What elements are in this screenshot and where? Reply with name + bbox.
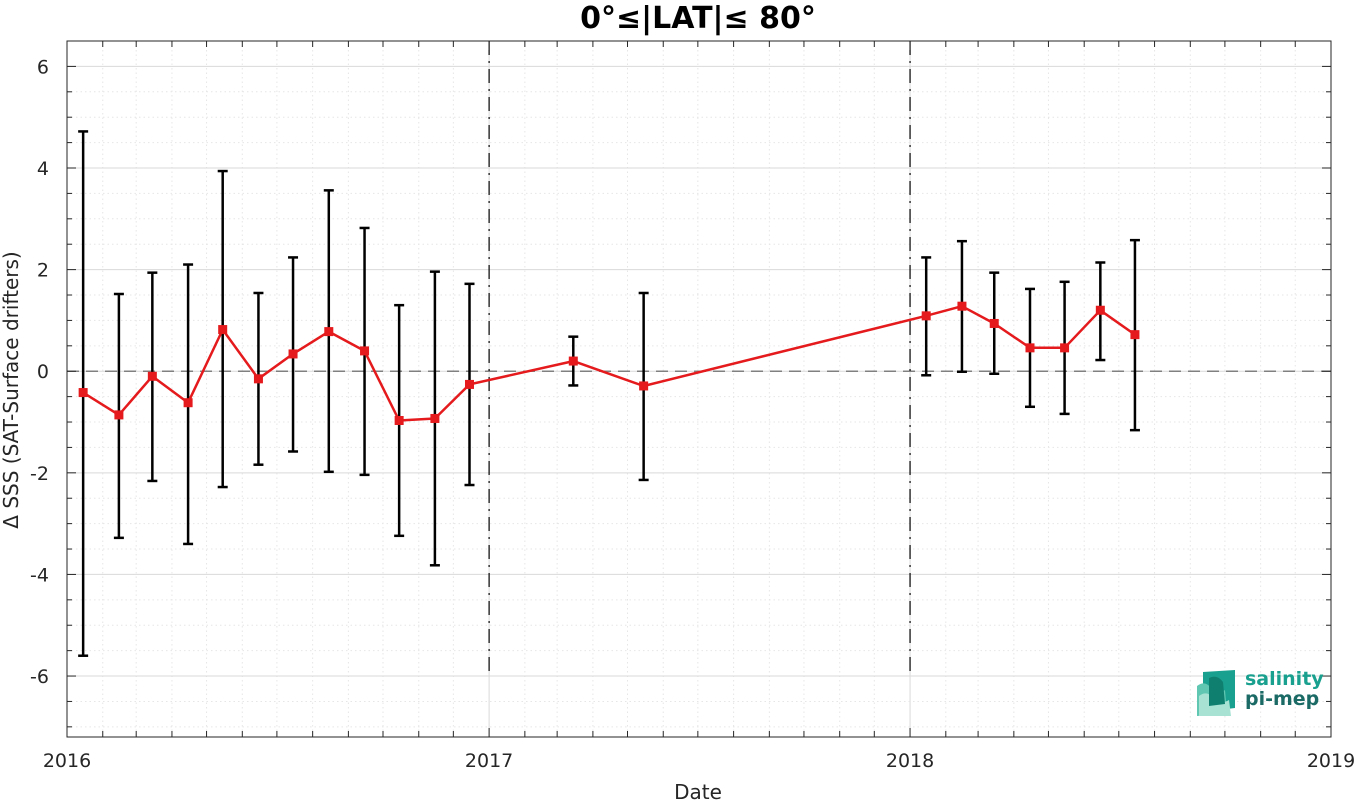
x-tick-label: 2016 — [43, 750, 91, 772]
data-point — [639, 381, 649, 391]
data-point — [989, 318, 999, 328]
data-point — [324, 327, 334, 337]
data-point — [957, 301, 967, 311]
y-tick-label: -6 — [30, 666, 49, 688]
data-line — [78, 301, 1140, 425]
x-axis-label: Date — [674, 780, 722, 801]
y-tick-label: 0 — [37, 361, 49, 383]
y-tick-label: -2 — [30, 463, 49, 485]
data-point — [253, 374, 263, 384]
x-tick-label: 2017 — [465, 750, 513, 772]
data-point — [1025, 343, 1035, 353]
data-point — [218, 325, 228, 335]
data-point — [147, 371, 157, 381]
y-tick-label: 4 — [37, 158, 49, 180]
data-point — [183, 398, 193, 408]
data-point — [78, 388, 88, 398]
plot-frame — [66, 40, 1332, 738]
grid — [66, 40, 1332, 737]
error-bars — [78, 130, 1140, 657]
data-point — [568, 356, 578, 366]
y-tick-label: 6 — [37, 56, 49, 78]
chart-title: 0°≤|LAT|≤ 80° — [580, 1, 816, 36]
data-point — [1060, 343, 1070, 353]
data-point — [1130, 330, 1140, 340]
data-point — [430, 413, 440, 423]
data-point — [394, 415, 404, 425]
y-tick-label: 2 — [37, 260, 49, 282]
data-point — [1095, 305, 1105, 315]
reference-lines — [67, 41, 1331, 677]
y-axis-label: Δ SSS (SAT-Surface drifters) — [0, 251, 23, 528]
x-tick-label: 2018 — [886, 750, 934, 772]
logo-text-salinity: salinity — [1245, 668, 1324, 690]
axes — [66, 40, 1332, 738]
data-point — [288, 349, 298, 359]
series-line — [82, 304, 1136, 422]
data-point — [360, 346, 370, 356]
y-tick-label: -4 — [30, 564, 49, 586]
logo-text-pimep: pi-mep — [1245, 688, 1320, 710]
salinity-pimep-logo: salinity pi-mep — [1195, 668, 1325, 718]
x-tick-label: 2019 — [1307, 750, 1355, 772]
logo-wave-icon — [1197, 670, 1235, 716]
data-point — [921, 311, 931, 321]
data-point — [114, 410, 124, 420]
data-point — [464, 379, 474, 389]
